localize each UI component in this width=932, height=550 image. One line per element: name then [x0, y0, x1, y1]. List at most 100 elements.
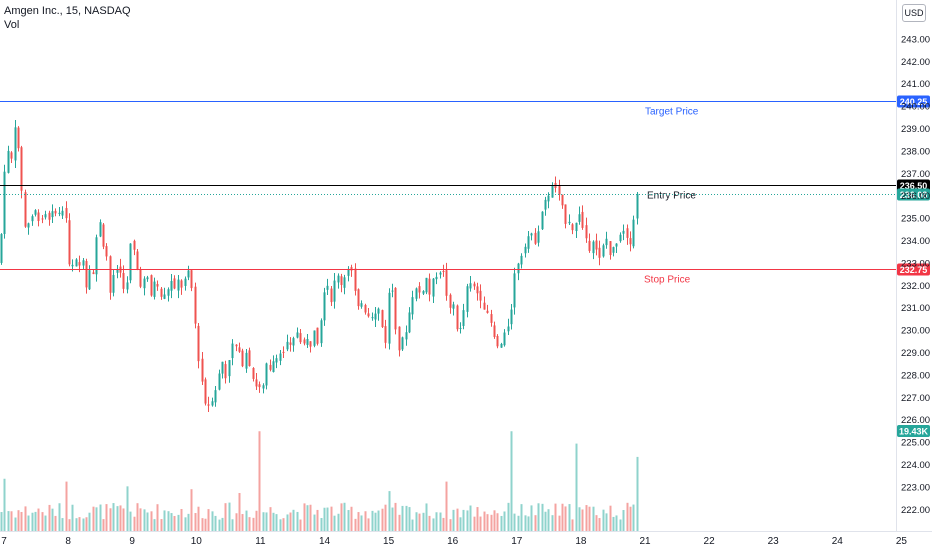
- volume-bar: [51, 508, 54, 531]
- candle-body: [391, 290, 394, 292]
- candle-body: [374, 313, 377, 320]
- candle-body: [340, 276, 343, 286]
- time-tick-label: 10: [191, 536, 203, 547]
- last-price-badge: [897, 188, 930, 201]
- candle-body: [422, 291, 425, 294]
- candle-body: [139, 269, 142, 287]
- candle-body: [411, 297, 414, 315]
- candle-body: [479, 290, 482, 301]
- volume-bar: [95, 507, 98, 531]
- candle-body: [282, 351, 285, 353]
- chart-legend: Amgen Inc., 15, NASDAQ Vol: [4, 4, 131, 32]
- volume-bar: [371, 510, 374, 531]
- candle-body: [364, 305, 367, 313]
- volume-bar: [500, 515, 503, 531]
- volume-bar: [425, 503, 428, 531]
- volume-bar: [405, 505, 408, 531]
- candle-body: [585, 225, 588, 239]
- volume-bar: [214, 515, 217, 531]
- candle-body: [442, 270, 445, 272]
- candle-body: [360, 303, 363, 307]
- candle-body: [245, 352, 248, 369]
- volume-bar: [534, 515, 537, 531]
- volume-bar: [75, 518, 78, 531]
- volume-bar: [78, 517, 81, 531]
- volume-bar: [71, 504, 74, 531]
- volume-bar: [17, 510, 20, 531]
- candle-body: [452, 304, 455, 309]
- volume-bar: [109, 508, 112, 531]
- candle-body: [405, 332, 408, 340]
- candle-body: [476, 286, 479, 294]
- candle-body: [568, 221, 571, 224]
- volume-bar: [68, 519, 71, 531]
- volume-bar: [510, 431, 513, 531]
- volume-bar: [112, 503, 115, 531]
- candle-body: [493, 325, 496, 337]
- volume-bar: [163, 510, 166, 531]
- candle-body: [629, 238, 632, 245]
- candle-body: [279, 353, 282, 361]
- candle-body: [10, 152, 13, 159]
- candle-body: [150, 275, 153, 296]
- volume-bar: [598, 518, 601, 531]
- price-tick-label: 222.00: [901, 505, 930, 516]
- price-levels[interactable]: Target Price 240.25 Entry Price 236.50 Stop …: [0, 95, 930, 438]
- volume-bar: [547, 509, 550, 531]
- volume-bar: [585, 505, 588, 531]
- candle-body: [524, 246, 527, 254]
- price-tick-label: 234.00: [901, 236, 930, 247]
- candle-body: [194, 286, 197, 324]
- candle-body: [299, 333, 302, 343]
- candle-body: [129, 243, 132, 281]
- candle-body: [350, 267, 353, 271]
- candle-body: [561, 194, 564, 206]
- volume-bar: [320, 518, 323, 531]
- volume-bar: [466, 510, 469, 531]
- time-tick-label: 7: [1, 536, 7, 547]
- candle-body: [445, 270, 448, 296]
- volume-bar: [252, 517, 255, 531]
- candle-body: [211, 401, 214, 406]
- volume-bar: [48, 504, 51, 531]
- volume-bar: [367, 518, 370, 531]
- volume-bar: [289, 512, 292, 531]
- candle-body: [459, 327, 462, 329]
- candle-body: [486, 310, 489, 313]
- volume-bar: [292, 509, 295, 531]
- candle-body: [258, 384, 261, 388]
- volume-bar: [632, 504, 635, 531]
- candle-body: [456, 305, 459, 330]
- volume-bar: [245, 510, 248, 531]
- volume-bar: [20, 511, 23, 531]
- candle-body: [272, 361, 275, 373]
- volume-bar: [483, 511, 486, 531]
- volume-bar: [541, 503, 544, 531]
- volume-bar: [588, 506, 591, 531]
- candle-body: [37, 212, 40, 222]
- candle-body: [632, 219, 635, 247]
- candle-body: [92, 272, 95, 275]
- volume-bar: [31, 512, 34, 531]
- volume-bar: [592, 506, 595, 531]
- candle-body: [269, 364, 272, 370]
- price-tick-label: 238.00: [901, 146, 930, 157]
- price-tick-label: 239.00: [901, 124, 930, 135]
- volume-bar: [544, 511, 547, 531]
- volume-bar: [473, 516, 476, 531]
- candle-body: [265, 363, 268, 386]
- volume-bar: [432, 518, 435, 531]
- volume-bar: [136, 503, 139, 531]
- candle-body: [408, 312, 411, 333]
- candle-body: [143, 278, 146, 289]
- candle-body: [354, 268, 357, 291]
- candle-body: [337, 275, 340, 283]
- candle-body: [425, 277, 428, 293]
- currency-button[interactable]: USD: [902, 4, 926, 22]
- volume-bar: [255, 510, 258, 531]
- volume-bar: [408, 507, 411, 531]
- volume-bar: [575, 443, 578, 531]
- candle-body: [190, 270, 193, 289]
- candle-body: [99, 222, 102, 237]
